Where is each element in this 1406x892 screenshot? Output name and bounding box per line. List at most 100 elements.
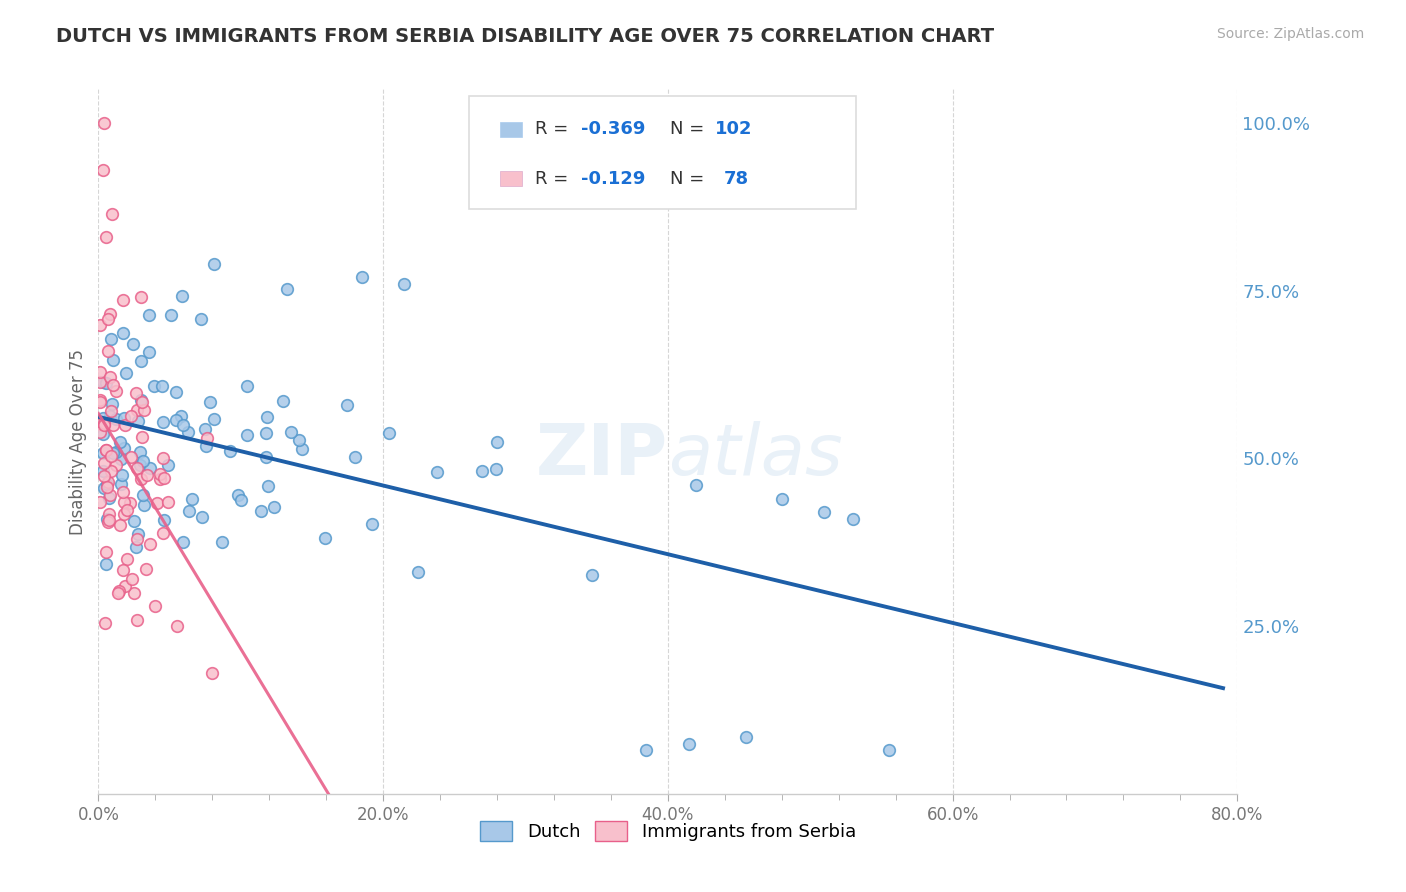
Point <box>100 207 122 221</box>
Point <box>236 427 259 442</box>
Point <box>139 461 162 475</box>
Point <box>125 403 148 417</box>
Text: Source: ZipAtlas.com: Source: ZipAtlas.com <box>1216 27 1364 41</box>
Point <box>89 395 111 409</box>
Point <box>114 418 136 433</box>
Point <box>678 737 700 751</box>
FancyBboxPatch shape <box>468 96 856 209</box>
Text: atlas: atlas <box>668 421 842 490</box>
Point <box>101 418 124 433</box>
Point <box>135 562 157 576</box>
Point <box>115 503 138 517</box>
Point <box>165 385 187 400</box>
Point <box>202 412 225 426</box>
Point <box>229 493 252 508</box>
Point <box>131 430 153 444</box>
Point <box>256 410 278 425</box>
Point <box>426 465 449 479</box>
Point <box>121 572 143 586</box>
Point <box>110 452 132 467</box>
Point <box>127 414 149 428</box>
Point <box>124 514 146 528</box>
Point <box>291 442 314 457</box>
Text: 102: 102 <box>716 120 752 138</box>
Point <box>770 491 793 506</box>
Point <box>685 478 707 492</box>
Point <box>89 425 111 440</box>
Point <box>160 308 183 322</box>
Text: N =: N = <box>669 169 704 187</box>
Point <box>100 404 122 418</box>
Point <box>157 495 180 509</box>
Point <box>97 343 120 358</box>
Point <box>406 565 429 579</box>
Point <box>129 289 152 303</box>
Point <box>93 417 115 431</box>
Point <box>104 445 127 459</box>
Point <box>98 370 121 384</box>
Point <box>98 513 121 527</box>
Point <box>195 431 218 445</box>
Point <box>485 462 508 476</box>
Point <box>110 477 132 491</box>
Point <box>101 377 124 392</box>
Point <box>280 425 302 439</box>
Point <box>842 512 865 526</box>
Point <box>263 500 285 514</box>
Point <box>343 450 366 464</box>
Point <box>112 507 135 521</box>
Point <box>115 552 138 566</box>
Point <box>129 472 152 486</box>
Point <box>98 307 121 321</box>
Point <box>129 392 152 407</box>
Point <box>91 411 114 425</box>
Point <box>105 458 128 473</box>
Point <box>122 585 145 599</box>
Point <box>226 488 249 502</box>
Point <box>177 503 200 517</box>
Point <box>254 450 277 465</box>
Legend: Dutch, Immigrants from Serbia: Dutch, Immigrants from Serbia <box>472 814 863 848</box>
Point <box>127 614 149 628</box>
Point <box>191 509 214 524</box>
Point <box>91 375 114 389</box>
Point <box>236 378 259 392</box>
Point <box>152 450 174 465</box>
Point <box>276 282 298 296</box>
Point <box>172 534 194 549</box>
Point <box>165 413 187 427</box>
Point <box>128 458 150 473</box>
Point <box>89 417 111 431</box>
Point <box>211 534 233 549</box>
Text: -0.369: -0.369 <box>581 120 645 138</box>
Point <box>104 412 127 426</box>
Point <box>112 494 135 508</box>
Point <box>89 375 111 389</box>
Point <box>314 531 336 545</box>
Text: DUTCH VS IMMIGRANTS FROM SERBIA DISABILITY AGE OVER 75 CORRELATION CHART: DUTCH VS IMMIGRANTS FROM SERBIA DISABILI… <box>56 27 994 45</box>
Point <box>139 537 162 551</box>
Point <box>94 558 117 572</box>
Point <box>111 468 134 483</box>
Point <box>101 446 124 460</box>
Point <box>129 354 152 368</box>
Text: R =: R = <box>536 120 568 138</box>
Point <box>91 446 114 460</box>
Point <box>149 467 172 482</box>
Point <box>271 394 294 409</box>
Point <box>394 277 416 291</box>
Point <box>94 230 117 244</box>
Point <box>89 318 111 332</box>
Point <box>114 366 136 380</box>
Point <box>194 421 217 435</box>
Point <box>111 485 134 500</box>
Point <box>97 515 120 529</box>
Point <box>89 495 111 509</box>
Point <box>813 505 835 519</box>
Bar <box>501 121 522 137</box>
Point <box>100 465 122 479</box>
Point <box>121 337 143 351</box>
Point <box>218 443 240 458</box>
Point <box>148 472 170 486</box>
Point <box>103 352 125 367</box>
